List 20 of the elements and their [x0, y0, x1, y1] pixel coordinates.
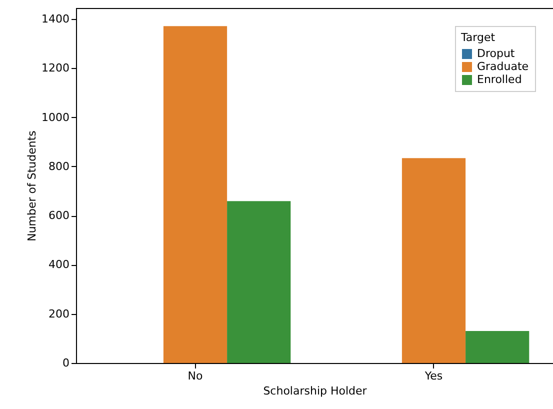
y-tick-label: 200 — [48, 307, 70, 320]
x-axis-title: Scholarship Holder — [263, 384, 368, 398]
x-tick-label: Yes — [424, 370, 443, 382]
bar — [466, 331, 530, 363]
legend-title: Target — [460, 31, 496, 44]
bar — [163, 26, 228, 363]
legend-label: Graduate — [477, 60, 529, 73]
x-tick-label: No — [188, 370, 203, 382]
bar — [402, 158, 466, 363]
y-tick-label: 1200 — [42, 62, 70, 75]
bar — [227, 201, 291, 363]
legend-label: Enrolled — [477, 73, 522, 86]
y-tick-label: 600 — [48, 209, 70, 222]
y-axis-title: Number of Students — [26, 130, 39, 242]
y-tick-label: 1000 — [42, 110, 70, 124]
y-tick-label: 800 — [48, 160, 70, 173]
y-tick-label: 0 — [62, 356, 70, 370]
y-tick-label: 400 — [48, 258, 70, 272]
y-tick-label: 1400 — [42, 12, 70, 26]
legend-label: Droput — [477, 47, 516, 60]
